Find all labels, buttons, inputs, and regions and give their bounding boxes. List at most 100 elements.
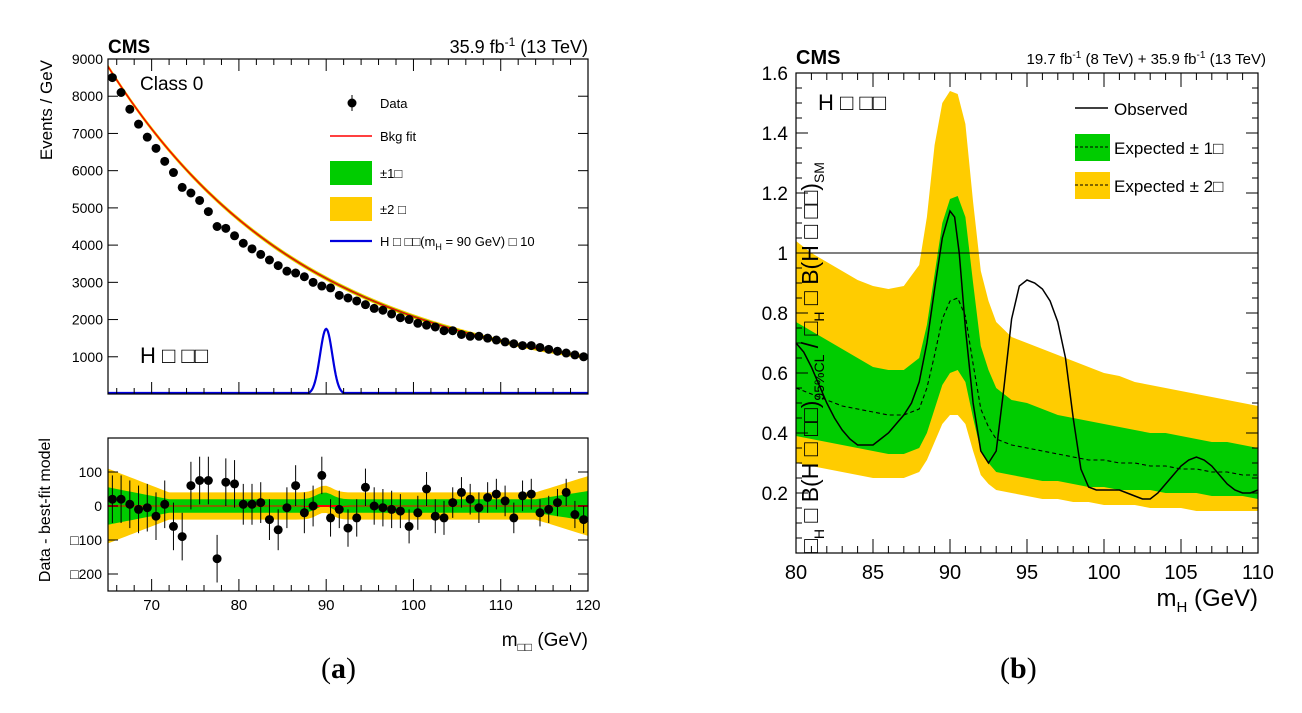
residual-point [282,503,292,513]
lumi-label-a: 35.9 fb-1 (13 TeV) [450,35,588,57]
residual-point [291,481,301,491]
data-point [186,188,196,198]
x-axis-label-b: mH (GeV) [1156,585,1258,616]
data-point [526,341,536,351]
data-point [474,331,484,341]
data-point [456,329,466,339]
data-point [413,318,423,328]
y-tick-label: 6000 [72,163,103,179]
residual-point [439,513,449,523]
y-tick-label: 1.6 [762,64,788,85]
plot-frame-a-top [107,58,589,395]
data-point [238,238,248,248]
residual-point [491,489,501,499]
lumi-label-b: 19.7 fb-1 (8 TeV) + 35.9 fb-1 (13 TeV) [1027,50,1267,68]
residual-point [203,476,213,485]
data-point [107,73,117,83]
signal-curve [108,327,588,395]
residual-point [535,508,545,518]
legend-entry-bkg: Bkg fit [330,129,417,144]
y-axis-label-a: Events / GeV [37,59,56,160]
y-tick-label: □100 [70,532,102,548]
residual-point [256,498,266,508]
residual-point [177,532,187,542]
cms-label-a: CMS [108,37,150,58]
residual-point [247,499,257,509]
residual-point [509,513,519,523]
data-point [448,326,458,336]
x-tick-label: 100 [1087,562,1120,584]
data-point [422,320,432,330]
data-point [535,342,545,352]
residual-point [125,499,135,509]
data-point [326,283,336,293]
data-point [308,277,318,287]
data-point [509,339,519,349]
cms-label-b: CMS [796,47,840,69]
residual-y-ticks: 100 0 □100 □200 [70,464,588,582]
x-tick-label: 90 [318,597,335,614]
x-tick-label: 110 [489,597,513,614]
data-point [465,331,475,341]
signal-residual-line [108,498,588,507]
channel-label-a: H □ □□ [140,343,208,368]
residual-point [116,494,126,504]
data-point [395,313,405,323]
legend-entry-expected-2sigma: Expected ± 2□ [1075,172,1223,199]
residual-point [168,521,178,531]
residual-point [387,504,397,514]
svg-text:H □ □□(mH = 90 GeV) □ 10: H □ □□(mH = 90 GeV) □ 10 [380,234,535,252]
y-tick-label: 4000 [72,237,103,253]
data-point [273,261,283,271]
data-point [116,88,126,97]
data-point [203,207,213,217]
residual-point [526,489,536,499]
data-point [247,244,257,254]
data-point [134,119,144,129]
residual-point [474,503,484,513]
data-point [282,266,292,276]
data-point [483,333,493,343]
residual-point [221,477,231,487]
y-tick-label: □200 [70,566,102,582]
residual-point [483,493,493,502]
caption-a: (a) [321,652,356,685]
residual-point [238,499,248,509]
y-tick-label: 0 [94,498,102,514]
x-axis-ticks [116,59,589,394]
y-tick-label: 1.4 [762,124,789,145]
legend-entry-1sigma: ±1□ [330,161,402,185]
residual-point [299,508,309,518]
residual-point [142,503,152,513]
data-point [125,104,135,114]
residual-point [230,479,240,489]
channel-label-b: H □ □□ [818,90,886,115]
x-tick-label: 120 [575,597,600,614]
data-point [387,309,397,319]
residual-point [579,515,589,525]
residual-point [518,491,528,501]
limit-lines [795,209,1259,500]
y-axis-ticks: 1000 2000 3000 4000 5000 6000 7000 8000 9000 [72,51,588,365]
residual-point [544,504,554,514]
y-axis-label-a-bottom: Data - best-fit model [37,438,54,582]
svg-text:Data: Data [380,96,408,111]
y-tick-label: 9000 [72,51,103,67]
residual-point [360,482,370,492]
data-point [561,348,571,358]
residual-point [422,484,432,494]
legend-entry-expected-1sigma: Expected ± 1□ [1075,134,1223,161]
expected-limit-line [795,297,1258,476]
data-point [378,305,388,315]
residual-point [500,496,510,506]
x-tick-label: 100 [401,597,426,614]
data-point [430,322,440,332]
panel-a-bottom: 100 0 □100 □200 70 80 90 100 110 120 Data - best… [37,437,601,654]
caption-b: (b) [1000,652,1037,685]
data-point [230,231,240,241]
data-point [256,249,266,259]
residual-point [378,503,388,513]
data-point [317,281,327,291]
residual-point [334,504,344,514]
x-tick-label: 80 [231,597,248,614]
